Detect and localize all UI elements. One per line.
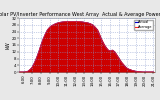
Y-axis label: kW: kW xyxy=(5,41,10,49)
Title: Solar PV/Inverter Performance West Array  Actual & Average Power Output: Solar PV/Inverter Performance West Array… xyxy=(0,12,160,17)
Legend: Actual, Average: Actual, Average xyxy=(134,20,153,30)
